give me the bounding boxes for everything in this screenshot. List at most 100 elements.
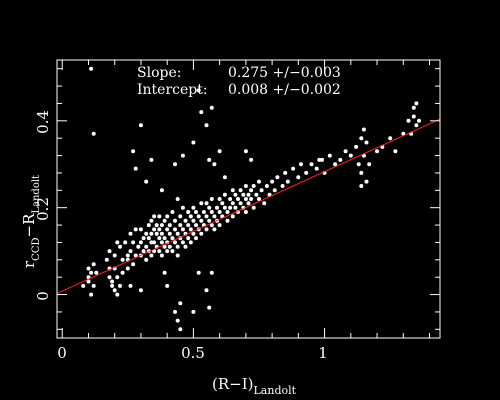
data-point (152, 214, 157, 219)
data-point (178, 223, 183, 228)
data-point (222, 205, 227, 210)
data-point (91, 283, 96, 288)
x-axis-label-sub: Landolt (254, 384, 297, 397)
data-point (236, 197, 240, 201)
data-point (367, 162, 372, 167)
slope-value: 0.275 +/−0.003 (228, 65, 341, 81)
data-point (217, 149, 222, 154)
data-point (364, 179, 369, 184)
data-point (136, 244, 141, 249)
axis-ticks (57, 60, 440, 338)
intercept-value: 0.008 +/−0.002 (228, 82, 341, 98)
data-point (170, 249, 175, 254)
data-point (125, 266, 130, 271)
y-tick-label: 0 (34, 291, 52, 301)
data-point (196, 88, 201, 93)
data-point (411, 105, 416, 110)
data-point (94, 270, 99, 275)
data-point (115, 275, 120, 280)
y-tick-label: 0.4 (34, 110, 52, 134)
data-point (186, 210, 191, 214)
data-point (201, 210, 206, 214)
data-point (243, 149, 248, 154)
data-point (280, 184, 285, 188)
data-point (154, 223, 159, 228)
data-point (361, 127, 366, 132)
data-point (175, 244, 180, 249)
data-point (162, 244, 167, 249)
data-point (133, 166, 138, 171)
data-point (204, 227, 209, 232)
data-point (233, 192, 238, 197)
y-axis-label: rCCD−RLandolt (20, 175, 42, 268)
data-point (183, 218, 188, 223)
data-point (327, 153, 332, 158)
y-axis-label-sub2: Landolt (31, 175, 42, 214)
data-point (141, 236, 146, 241)
data-point (112, 288, 117, 293)
plot-frame (56, 59, 441, 339)
data-point (222, 192, 227, 197)
data-point (228, 197, 233, 201)
data-point (152, 240, 157, 245)
data-point (188, 214, 193, 219)
data-point (249, 197, 254, 201)
data-point (243, 210, 248, 214)
data-point (314, 166, 319, 171)
data-point (157, 214, 162, 219)
data-point (144, 231, 149, 236)
x-axis-label-main: (R−I) (212, 375, 254, 393)
data-point (217, 210, 222, 214)
data-point (173, 162, 177, 167)
data-point (238, 201, 243, 206)
data-point (194, 236, 198, 241)
data-point (89, 270, 94, 275)
data-point (199, 201, 204, 206)
data-point (173, 240, 177, 245)
data-point (146, 236, 151, 241)
data-point (291, 166, 296, 171)
data-point (133, 253, 138, 258)
data-point (222, 175, 227, 180)
data-point (131, 240, 136, 245)
data-point (257, 179, 261, 184)
data-point (186, 223, 191, 228)
data-point (157, 249, 162, 254)
data-point (112, 253, 117, 258)
data-point (86, 266, 91, 271)
data-points (81, 66, 421, 332)
data-point (115, 292, 120, 297)
data-point (270, 179, 275, 184)
intercept-label: Intercept: (137, 82, 208, 98)
data-point (257, 197, 261, 201)
data-point (199, 231, 204, 236)
data-point (107, 249, 112, 254)
data-point (165, 227, 170, 232)
data-point (209, 223, 214, 228)
data-point (159, 223, 164, 228)
data-point (141, 249, 146, 254)
data-point (191, 218, 196, 223)
x-tick-label: 0.5 (181, 344, 205, 362)
data-point (241, 192, 246, 197)
data-point (128, 231, 133, 236)
data-point (272, 188, 277, 193)
data-point (144, 179, 149, 184)
data-point (170, 236, 175, 241)
data-point (299, 162, 303, 167)
data-point (154, 231, 159, 236)
data-point (204, 288, 209, 293)
data-point (209, 210, 214, 214)
data-point (188, 240, 193, 245)
data-point (183, 244, 188, 249)
data-point (149, 253, 154, 258)
data-point (275, 175, 280, 180)
data-point (167, 244, 172, 249)
data-point (393, 149, 398, 154)
data-point (104, 257, 109, 262)
data-point (264, 184, 269, 188)
data-point (243, 197, 248, 201)
data-point (196, 214, 201, 219)
data-point (120, 257, 125, 262)
data-point (159, 253, 164, 258)
